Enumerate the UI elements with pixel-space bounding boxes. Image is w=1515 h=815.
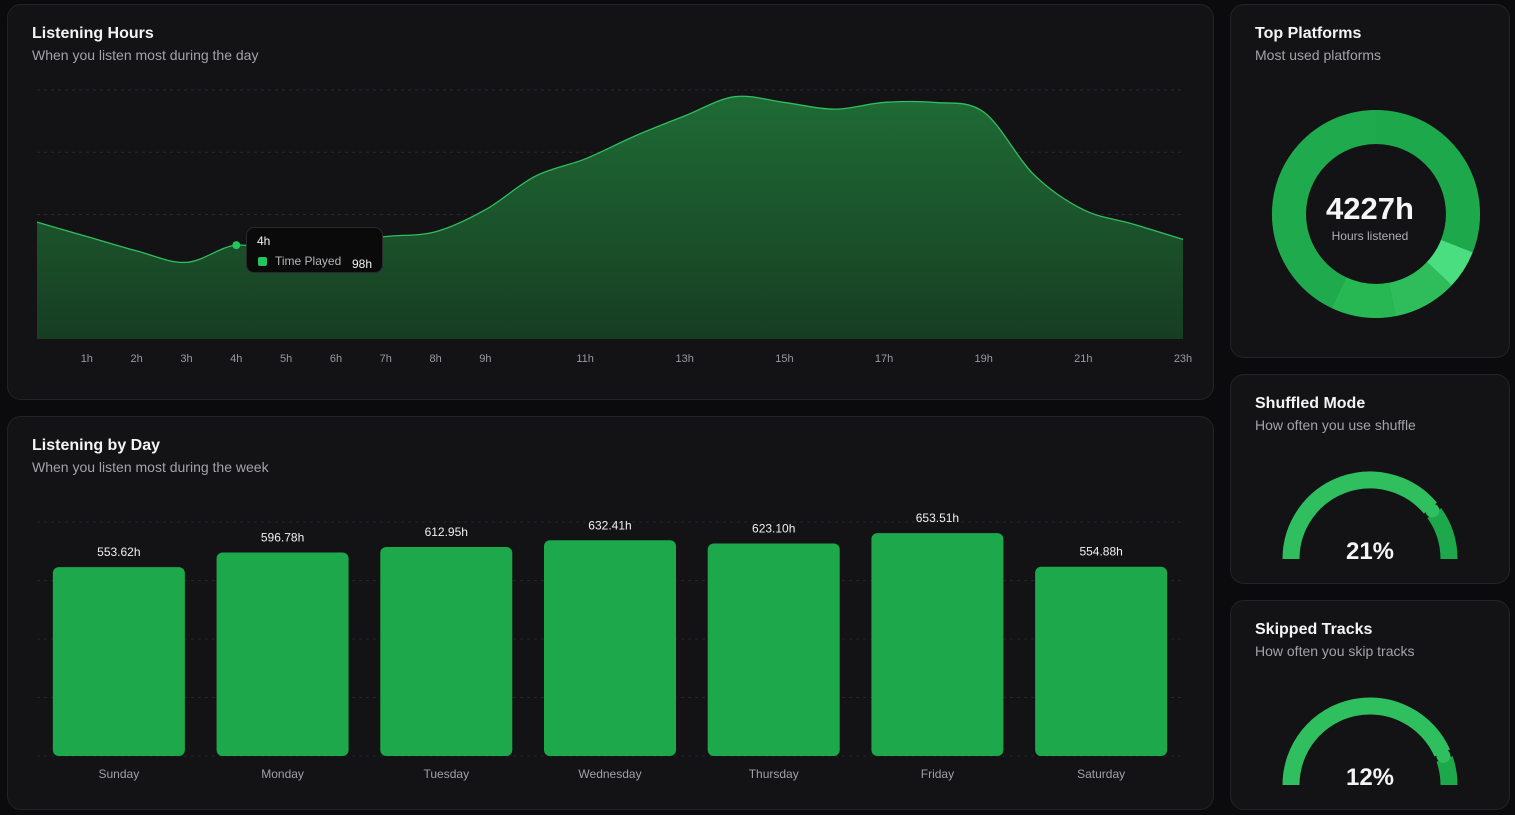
- x-tick-label: 8h: [429, 353, 441, 365]
- x-tick-label: 19h: [975, 353, 993, 365]
- shuffle-main-arc: [1282, 471, 1437, 560]
- x-tick-label: 4h: [230, 353, 242, 365]
- bar-wednesday: [544, 540, 676, 756]
- donut-segment: [1272, 110, 1480, 318]
- x-category-label: Wednesday: [578, 767, 641, 781]
- skip-knob: [1436, 748, 1451, 763]
- x-category-label: Monday: [261, 767, 304, 781]
- bar-value-label: 623.10h: [752, 521, 795, 535]
- skip-main-arc: [1282, 697, 1450, 786]
- bar-saturday: [1035, 566, 1168, 756]
- x-tick-label: 2h: [131, 353, 143, 365]
- shuffle-gauge: [1282, 471, 1458, 560]
- donut-center-label: Hours listened: [1331, 229, 1409, 243]
- bar-value-label: 653.51h: [916, 511, 959, 525]
- bar-value-label: 553.62h: [97, 545, 140, 559]
- x-tick-label: 11h: [576, 353, 594, 365]
- tooltip-title: 4h: [257, 234, 271, 248]
- shuffled-mode-card: Shuffled Mode How often you use shuffle …: [1230, 374, 1510, 584]
- bar-value-label: 554.88h: [1079, 545, 1122, 559]
- x-category-label: Thursday: [749, 767, 799, 781]
- skipped-tracks-subtitle: How often you skip tracks: [1255, 643, 1415, 659]
- x-category-label: Saturday: [1077, 767, 1125, 781]
- top-platforms-subtitle: Most used platforms: [1255, 47, 1382, 63]
- x-tick-label: 7h: [380, 353, 392, 365]
- x-tick-label: 9h: [479, 353, 491, 365]
- x-tick-label: 3h: [180, 353, 192, 365]
- top-platforms-title: Top Platforms: [1255, 25, 1362, 42]
- listening-hours-chart[interactable]: 1h 2h 3h 4h 5h 6h 7h 8h 9h 11h 13h 15h 17h 19h 21h 23h: [0, 0, 1215, 400]
- x-category-label: Friday: [921, 767, 954, 781]
- x-tick-label: 5h: [280, 353, 292, 365]
- chart-tooltip: 4h Time Played 98h: [246, 227, 383, 273]
- listening-hours-subtitle: When you listen most during the day: [32, 47, 259, 63]
- skipped-tracks-title: Skipped Tracks: [1255, 621, 1373, 638]
- bar-value-label: 612.95h: [425, 525, 468, 539]
- bar-value-label: 596.78h: [261, 530, 304, 544]
- tooltip-value: 98h: [352, 257, 373, 271]
- listening-hours-title: Listening Hours: [32, 25, 154, 42]
- x-tick-label: 15h: [775, 353, 793, 365]
- bar-thursday: [707, 543, 840, 756]
- x-tick-label: 6h: [330, 353, 342, 365]
- x-tick-label: 23h: [1174, 353, 1192, 365]
- shuffled-mode-title: Shuffled Mode: [1255, 395, 1366, 412]
- highlight-dot: [232, 241, 241, 250]
- listening-by-day-subtitle: When you listen most during the week: [32, 459, 269, 475]
- x-tick-label: 21h: [1074, 353, 1092, 365]
- x-tick-label: 13h: [676, 353, 694, 365]
- listening-by-day-chart: 553.62h Sunday 596.78h Monday 612.95h Tuesday…: [37, 511, 1183, 781]
- bar-monday: [216, 552, 349, 756]
- donut-segment: [1272, 110, 1480, 318]
- tooltip-label: Time Played: [275, 254, 342, 268]
- bar-tuesday: [380, 546, 513, 756]
- shuffle-percentage: 21%: [1345, 538, 1395, 565]
- area-fill: [37, 96, 1183, 339]
- listening-by-day-title: Listening by Day: [32, 437, 161, 454]
- bar-sunday: [52, 567, 185, 756]
- x-tick-label: 1h: [81, 353, 93, 365]
- donut-center-value: 4227h: [1326, 191, 1414, 226]
- shuffled-mode-subtitle: How often you use shuffle: [1255, 417, 1416, 433]
- skipped-tracks-card: Skipped Tracks How often you skip tracks…: [1230, 600, 1510, 810]
- x-tick-label: 17h: [875, 353, 893, 365]
- skip-percentage: 12%: [1345, 764, 1395, 791]
- skip-gauge: [1282, 697, 1458, 786]
- platforms-donut-chart[interactable]: [1231, 5, 1509, 357]
- bar-friday: [871, 533, 1004, 756]
- top-platforms-card: Top Platforms Most used platforms 4227h …: [1230, 4, 1510, 358]
- tooltip-swatch: [258, 257, 267, 266]
- bar-value-label: 632.41h: [588, 518, 631, 532]
- shuffle-knob: [1425, 503, 1440, 518]
- x-category-label: Tuesday: [423, 767, 469, 781]
- x-category-label: Sunday: [99, 767, 140, 781]
